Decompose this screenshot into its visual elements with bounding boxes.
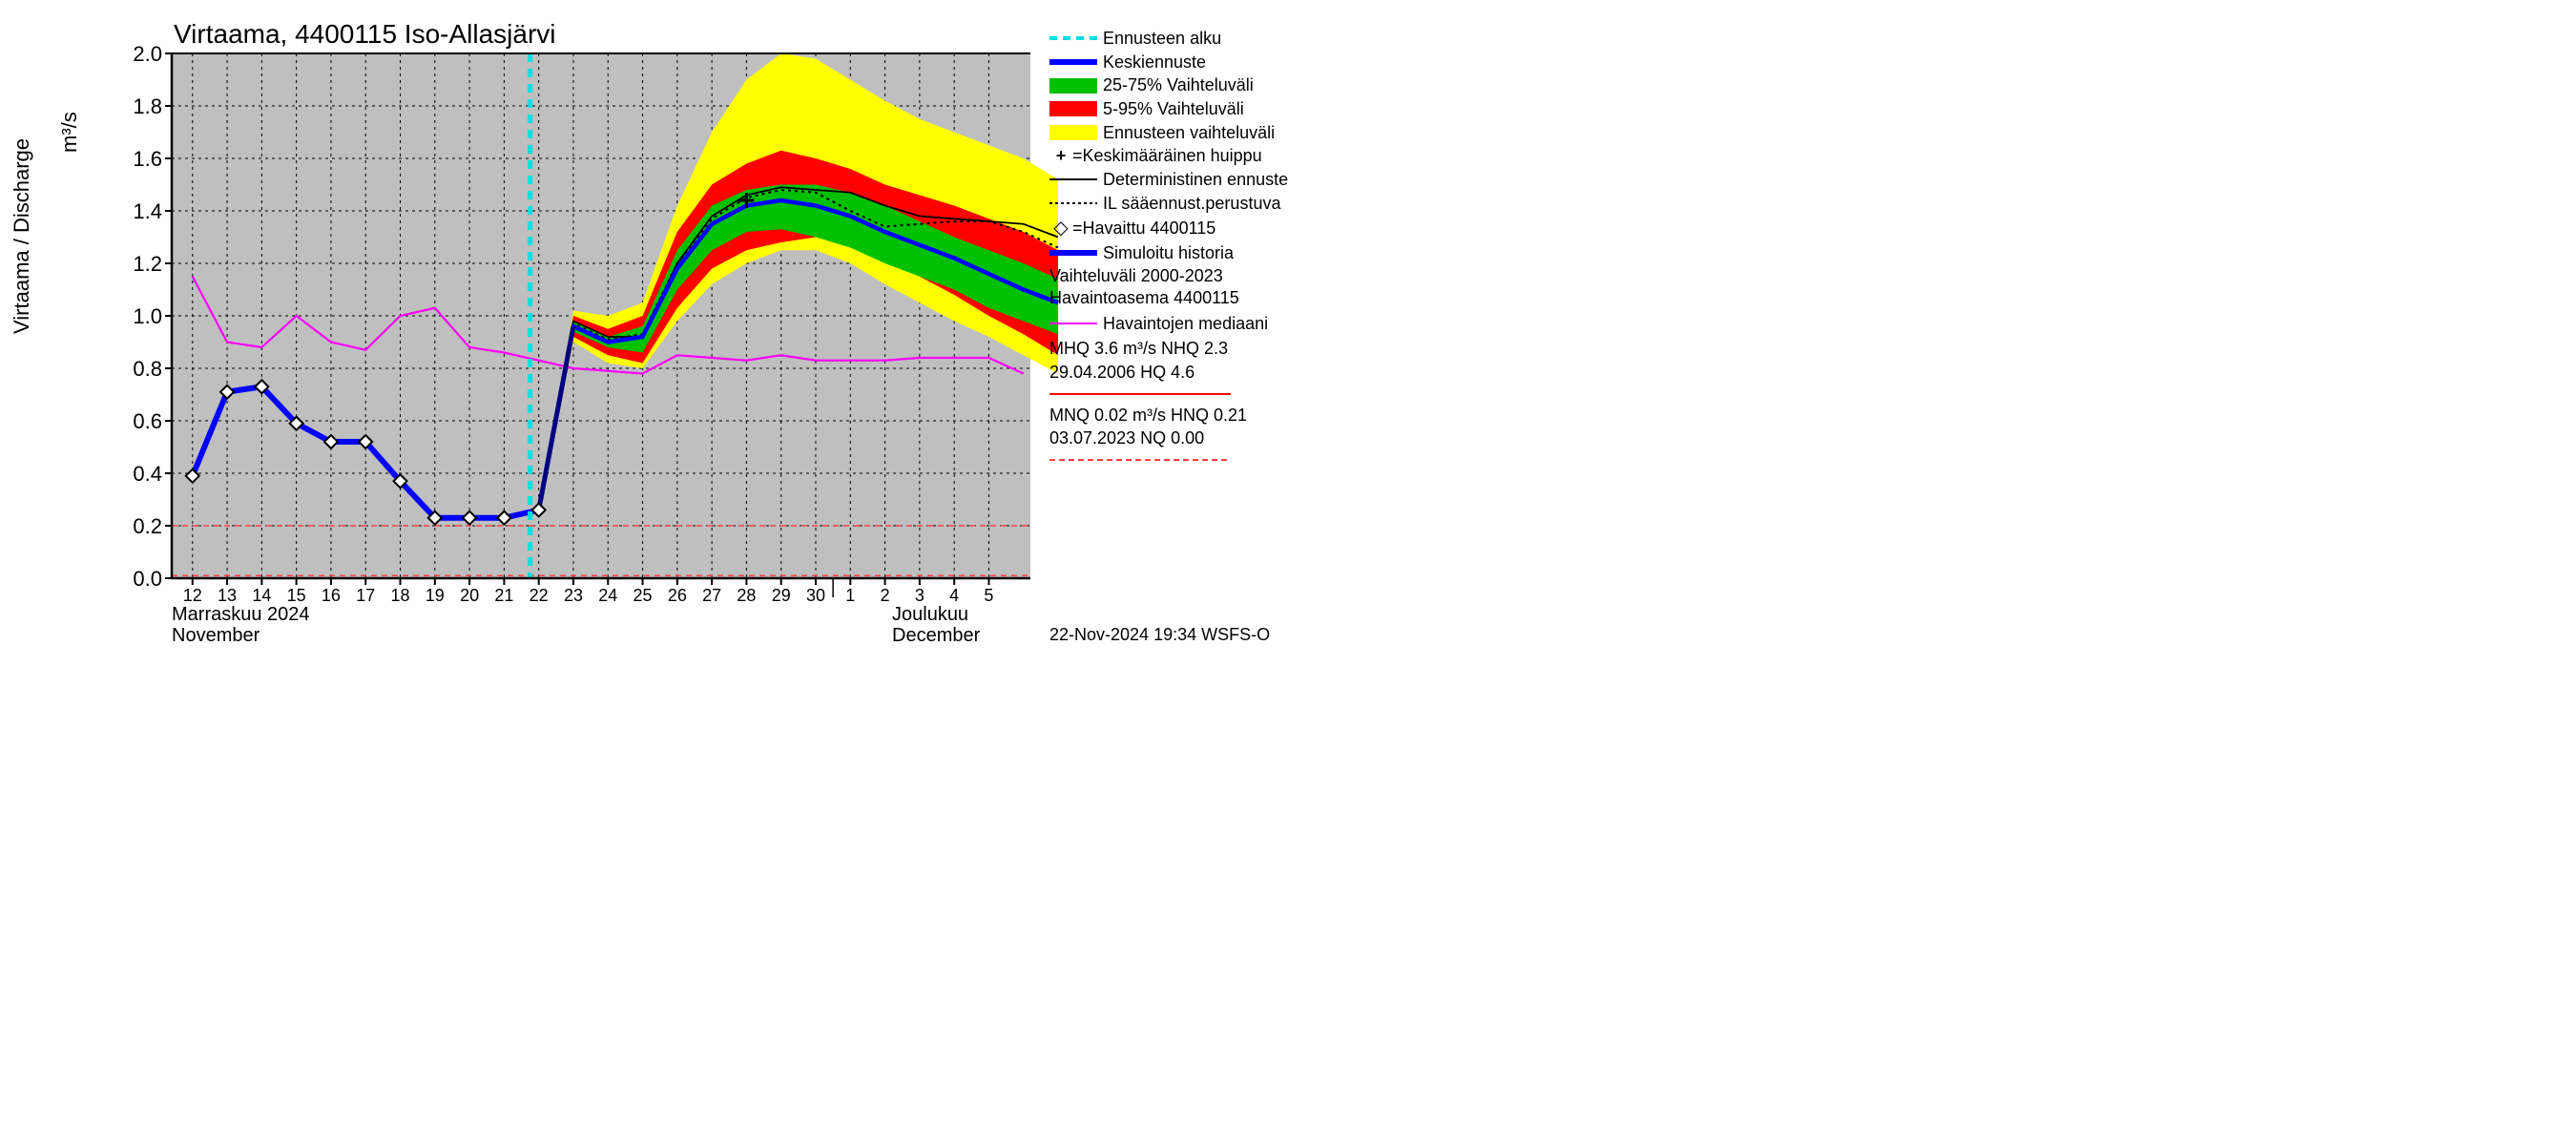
footer-timestamp: 22-Nov-2024 19:34 WSFS-O [1049, 625, 1270, 645]
x-tick: 30 [806, 586, 825, 606]
y-tick: 0.4 [114, 462, 162, 487]
legend-swatch-hqline [1049, 386, 1231, 402]
x-tick: 5 [984, 586, 993, 606]
legend-p595: 5-95% Vaihteluväli [1103, 99, 1244, 119]
y-tick: 1.4 [114, 199, 162, 224]
legend-swatch-det [1049, 172, 1097, 187]
y-tick: 1.2 [114, 252, 162, 277]
x-tick: 26 [668, 586, 687, 606]
x-tick: 16 [322, 586, 341, 606]
legend-peak: =Keskimääräinen huippu [1072, 146, 1262, 166]
legend-range-hist: Vaihteluväli 2000-2023 [1049, 266, 1223, 286]
x-tick: 22 [530, 586, 549, 606]
x-tick: 17 [356, 586, 375, 606]
plus-icon: + [1049, 146, 1072, 166]
legend-det: Deterministinen ennuste [1103, 170, 1288, 190]
legend-nq: 03.07.2023 NQ 0.00 [1049, 428, 1204, 448]
x-tick: 4 [949, 586, 959, 606]
legend-mhq: MHQ 3.6 m³/s NHQ 2.3 [1049, 339, 1228, 359]
x-tick: 2 [881, 586, 890, 606]
y-tick: 1.8 [114, 94, 162, 119]
legend-mnq: MNQ 0.02 m³/s HNQ 0.21 [1049, 406, 1247, 426]
x-tick: 1 [845, 586, 855, 606]
legend-median: Havaintojen mediaani [1103, 314, 1268, 334]
y-tick: 2.0 [114, 42, 162, 67]
legend-obs: =Havaittu 4400115 [1072, 219, 1215, 239]
x-tick: 24 [598, 586, 617, 606]
month1-fi: Marraskuu 2024 [172, 604, 310, 626]
x-tick: 15 [287, 586, 306, 606]
legend-swatch-p2575 [1049, 78, 1097, 94]
legend: Ennusteen alku Keskiennuste 25-75% Vaiht… [1049, 29, 1402, 471]
legend-swatch-simhist [1049, 245, 1097, 260]
x-tick: 18 [391, 586, 410, 606]
legend-station: Havaintoasema 4400115 [1049, 288, 1239, 308]
legend-p2575: 25-75% Vaihteluväli [1103, 75, 1254, 95]
y-tick: 0.8 [114, 357, 162, 382]
legend-il: IL sääennust.perustuva [1103, 194, 1280, 214]
legend-swatch-il [1049, 196, 1097, 211]
y-tick: 0.0 [114, 567, 162, 592]
x-tick: 3 [915, 586, 924, 606]
x-tick: 14 [252, 586, 271, 606]
x-tick: 20 [460, 586, 479, 606]
legend-swatch-forecast-start [1049, 36, 1097, 40]
chart-container: Virtaama / Discharge m³/s Virtaama, 4400… [0, 0, 1431, 668]
y-tick: 0.6 [114, 409, 162, 434]
month2-en: December [892, 625, 980, 647]
y-tick: 1.6 [114, 147, 162, 172]
x-tick: 12 [183, 586, 202, 606]
diamond-icon: ◇ [1049, 218, 1072, 239]
legend-mean: Keskiennuste [1103, 52, 1206, 73]
legend-swatch-env [1049, 125, 1097, 140]
x-tick: 23 [564, 586, 583, 606]
legend-swatch-mean [1049, 54, 1097, 70]
legend-simhist: Simuloitu historia [1103, 243, 1234, 263]
legend-swatch-p595 [1049, 101, 1097, 116]
x-tick: 21 [494, 586, 513, 606]
x-tick: 27 [702, 586, 721, 606]
x-tick: 29 [772, 586, 791, 606]
legend-swatch-nqline [1049, 459, 1231, 461]
x-tick: 13 [218, 586, 237, 606]
y-tick: 0.2 [114, 514, 162, 539]
month2-fi: Joulukuu [892, 604, 968, 626]
legend-env: Ennusteen vaihteluväli [1103, 123, 1275, 143]
legend-forecast-start: Ennusteen alku [1103, 29, 1221, 49]
x-tick: 25 [634, 586, 653, 606]
legend-swatch-median [1049, 316, 1097, 331]
x-tick: 28 [737, 586, 756, 606]
legend-hq: 29.04.2006 HQ 4.6 [1049, 363, 1195, 383]
month1-en: November [172, 625, 260, 647]
y-tick: 1.0 [114, 304, 162, 329]
x-tick: 19 [426, 586, 445, 606]
